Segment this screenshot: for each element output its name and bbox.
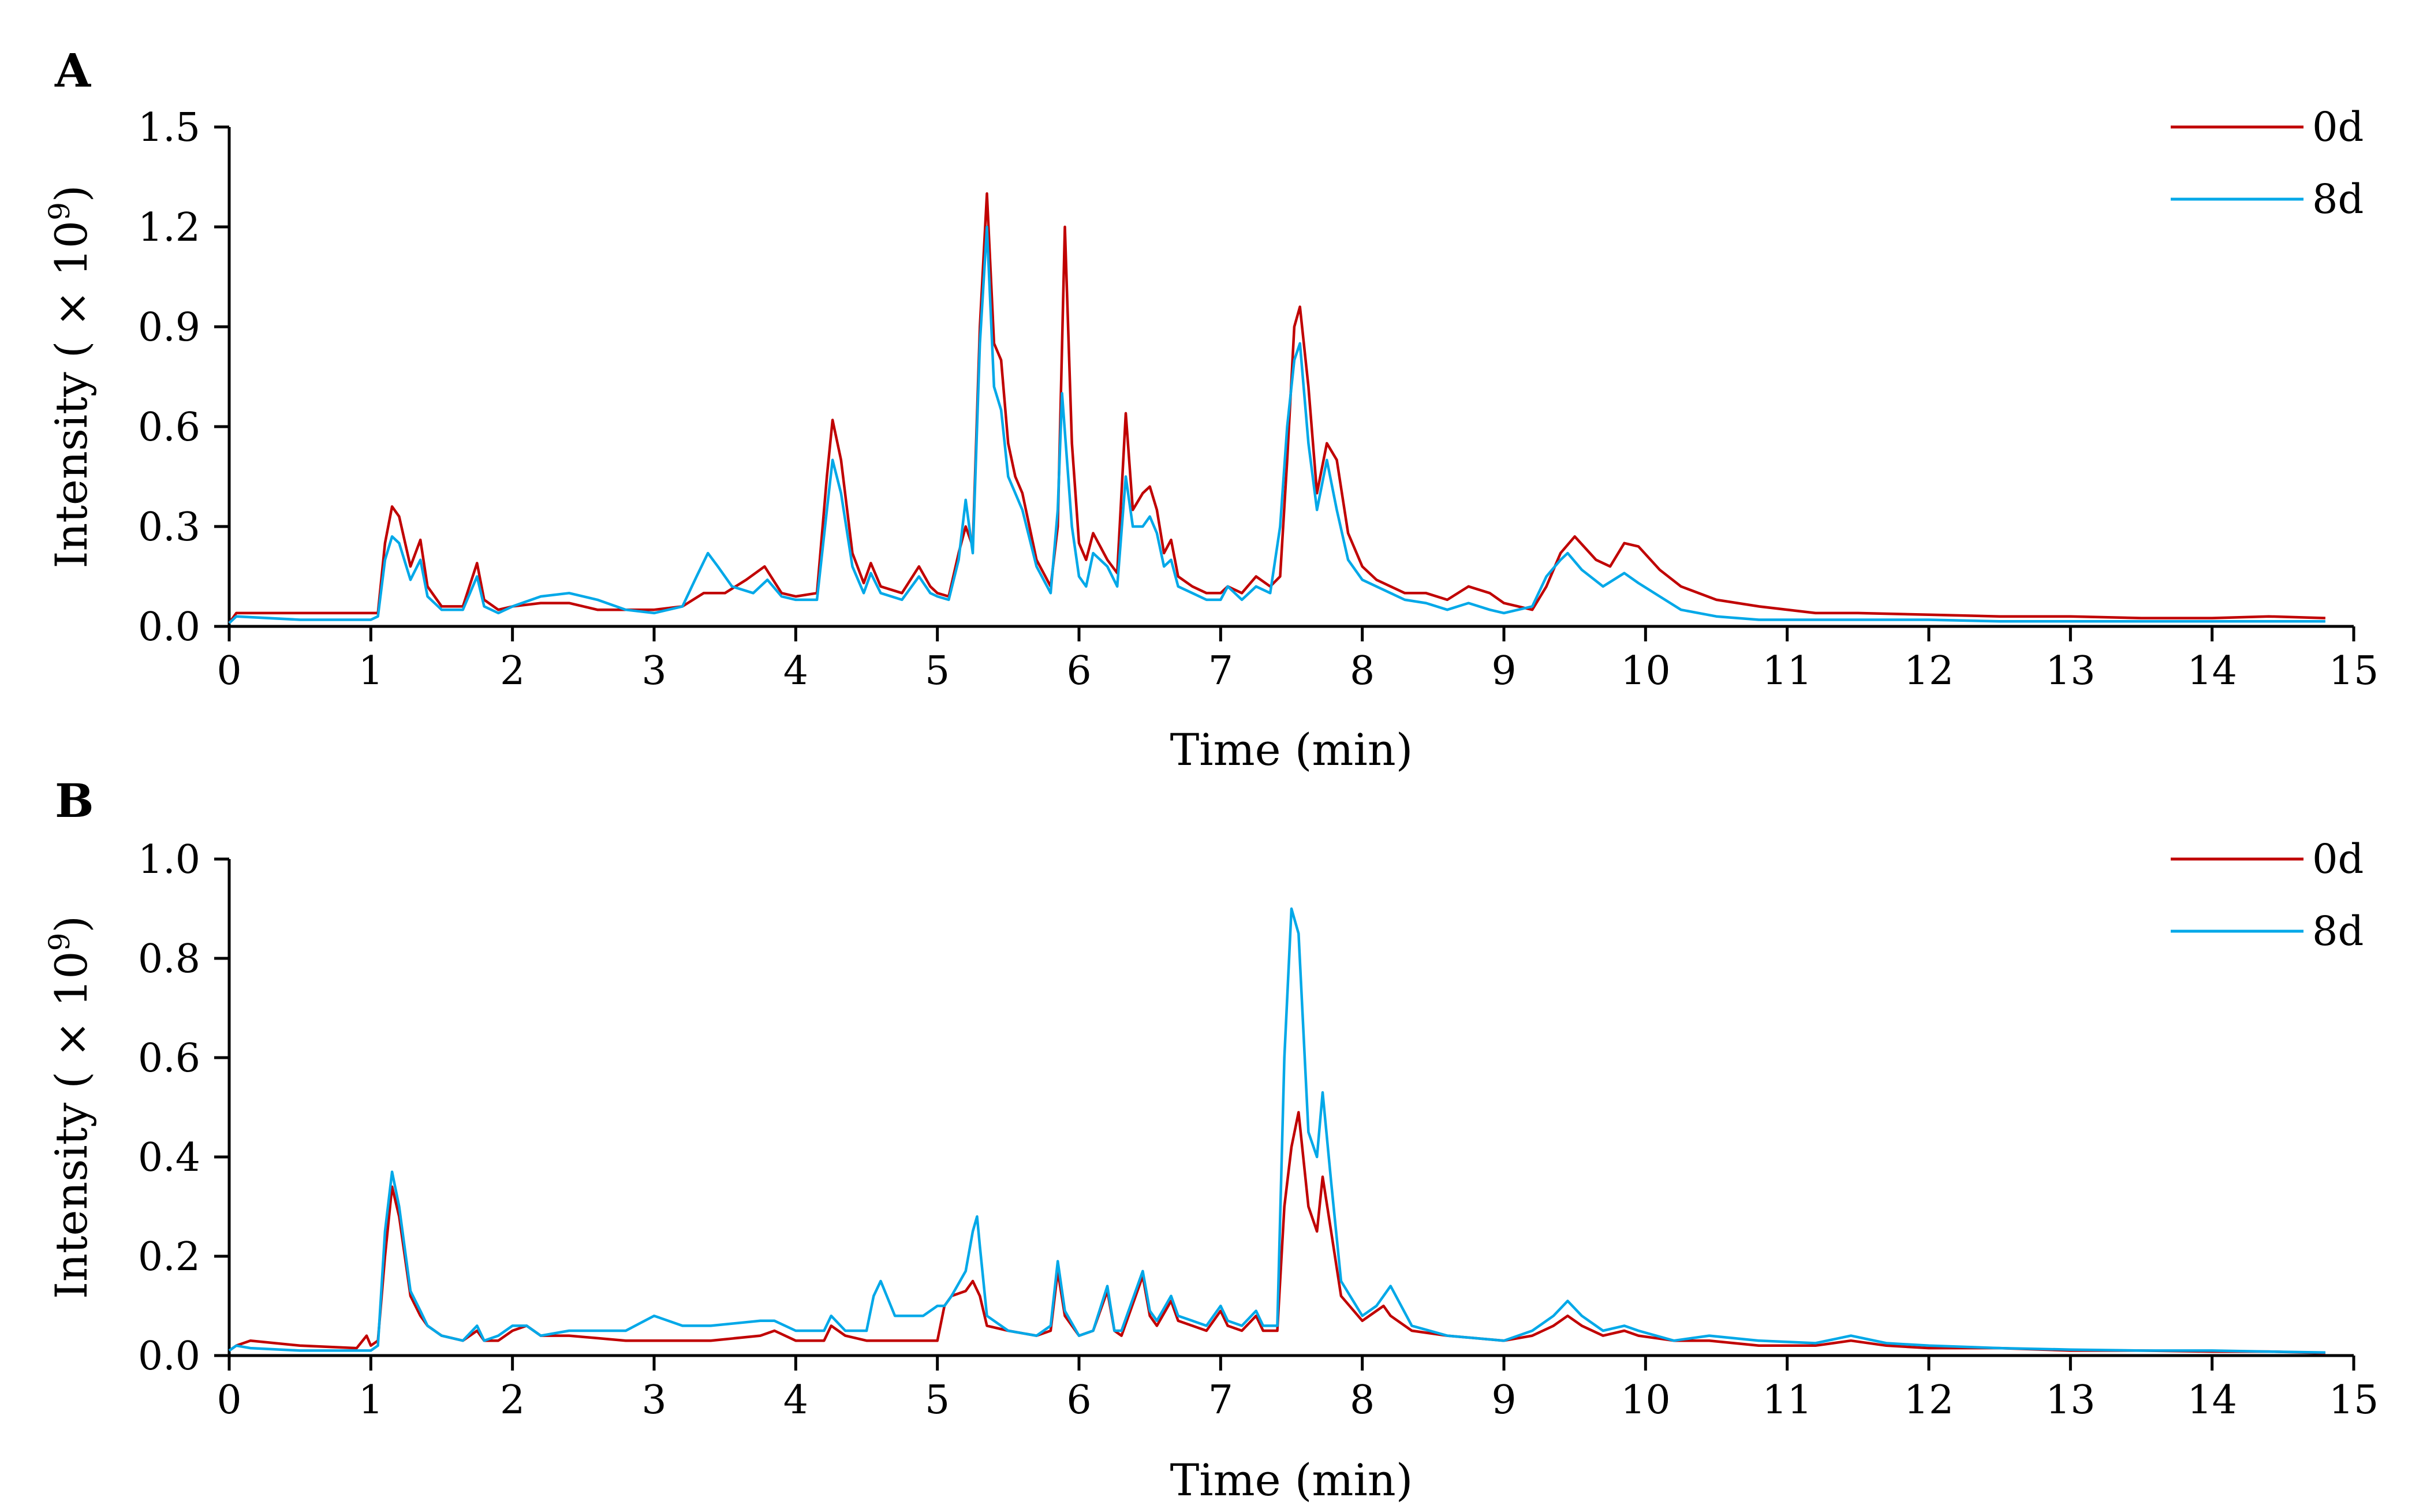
- panel-b-y-axis-title-suffix: ): [46, 916, 97, 933]
- panel-a-series-8d: [228, 225, 2325, 624]
- panel-a-x-tick-label: 11: [1762, 648, 1812, 694]
- panel-b-x-tick-label: 1: [359, 1377, 383, 1423]
- panel-a-x-tick-label: 3: [641, 648, 666, 694]
- panel-b-y-axis-title-exponent: 9: [43, 933, 76, 951]
- panel-a-x-tick-label: 7: [1208, 648, 1233, 694]
- panel-a-x-tick-label: 15: [2329, 648, 2379, 694]
- panel-b-y-tick-label: 0.0: [138, 1334, 200, 1379]
- panel-a-x-tick-label: 8: [1350, 648, 1375, 694]
- panel-a-series: [228, 192, 2325, 624]
- panel-b-x-tick-label: 10: [1621, 1377, 1671, 1423]
- panel-b-y-axis-title: Intensity ( × 109): [43, 916, 97, 1299]
- panel-a-x-tick-label: 12: [1904, 648, 1954, 694]
- panel-b-x-tick-label: 3: [641, 1377, 666, 1423]
- panel-b-x-tick-label: 8: [1350, 1377, 1375, 1423]
- panel-b-legend: 0d 8d: [2171, 835, 2364, 955]
- panel-b-x-tick-label: 11: [1762, 1377, 1812, 1423]
- panel-b-x-tick-label: 13: [2045, 1377, 2096, 1423]
- panel-b-y-tick-label: 0.2: [138, 1234, 200, 1280]
- panel-a-y-axis-title: Intensity ( × 109): [43, 185, 97, 568]
- panel-a-y-axis-title-suffix: ): [46, 185, 97, 202]
- panel-a-x-tick-label: 14: [2187, 648, 2237, 694]
- panel-a-y-tick-label: 0.3: [138, 505, 200, 550]
- panel-a-axes: 0 1 2 3 4 5 6 7 8 9 10 11 12 13 14 150.00.30.60.91.21.5…: [43, 105, 2379, 775]
- panel-a-series-0d: [228, 192, 2325, 624]
- panel-b-y-tick-label: 0.4: [138, 1135, 200, 1181]
- panel-b-x-tick-label: 4: [783, 1377, 808, 1423]
- panel-b-x-tick-label: 15: [2329, 1377, 2379, 1423]
- panel-a-legend: 0d 8d: [2171, 103, 2364, 223]
- panel-a-label: A: [54, 43, 91, 98]
- panel-b: B 0 1 2 3 4 5 6 7 8 9 10 11 12 13 14 150.00.20.40.60.81…: [43, 774, 2379, 1506]
- panel-b-x-tick-label: 12: [1904, 1377, 1954, 1423]
- panel-b-x-tick-label: 6: [1066, 1377, 1091, 1423]
- panel-a-y-tick-label: 1.5: [138, 105, 200, 151]
- panel-a-x-tick-label: 4: [783, 648, 808, 694]
- panel-a: A 0 1 2 3 4 5 6 7 8 9 10 11 12 13 14 150.00.30.60.91.21…: [43, 43, 2379, 775]
- panel-a-y-axis-title-exponent: 9: [43, 202, 76, 221]
- panel-a-x-tick-label: 9: [1491, 648, 1516, 694]
- panel-b-y-tick-label: 0.6: [138, 1036, 200, 1081]
- panel-b-x-tick-label: 2: [500, 1377, 525, 1423]
- panel-b-series: [228, 907, 2325, 1354]
- panel-b-x-tick-label: 0: [216, 1377, 241, 1423]
- panel-b-series-8d: [228, 907, 2325, 1354]
- panel-b-x-tick-label: 7: [1208, 1377, 1233, 1423]
- panel-b-y-axis-title-prefix: Intensity ( × 10: [46, 951, 97, 1299]
- panel-a-y-tick-label: 0.6: [138, 405, 200, 450]
- panel-b-x-axis-title: Time (min): [1170, 1454, 1413, 1506]
- panel-b-x-tick-label: 5: [925, 1377, 950, 1423]
- panel-b-label: B: [55, 774, 94, 828]
- panel-a-x-tick-label: 10: [1621, 648, 1671, 694]
- panel-b-x-tick-label: 14: [2187, 1377, 2237, 1423]
- panel-b-legend-label-0d: 0d: [2312, 835, 2364, 883]
- panel-a-y-tick-label: 1.2: [138, 205, 200, 251]
- panel-b-y-tick-label: 1.0: [138, 837, 200, 883]
- panel-a-x-tick-label: 2: [500, 648, 525, 694]
- panel-a-x-tick-label: 6: [1066, 648, 1091, 694]
- panel-b-axes: 0 1 2 3 4 5 6 7 8 9 10 11 12 13 14 150.00.20.40.60.81.0…: [43, 837, 2379, 1506]
- panel-a-x-tick-label: 1: [359, 648, 383, 694]
- panel-a-x-tick-label: 5: [925, 648, 950, 694]
- panel-a-legend-label-0d: 0d: [2312, 103, 2364, 151]
- panel-b-legend-label-8d: 8d: [2312, 908, 2364, 955]
- panel-a-y-axis-title-prefix: Intensity ( × 10: [46, 221, 97, 569]
- panel-a-y-tick-label: 0.0: [138, 604, 200, 650]
- panel-b-x-tick-label: 9: [1491, 1377, 1516, 1423]
- panel-b-y-tick-label: 0.8: [138, 936, 200, 982]
- panel-a-legend-label-8d: 8d: [2312, 176, 2364, 223]
- panel-a-x-tick-label: 13: [2045, 648, 2096, 694]
- panel-a-y-tick-label: 0.9: [138, 305, 200, 350]
- panel-a-x-axis-title: Time (min): [1170, 724, 1413, 775]
- panel-a-x-tick-label: 0: [216, 648, 241, 694]
